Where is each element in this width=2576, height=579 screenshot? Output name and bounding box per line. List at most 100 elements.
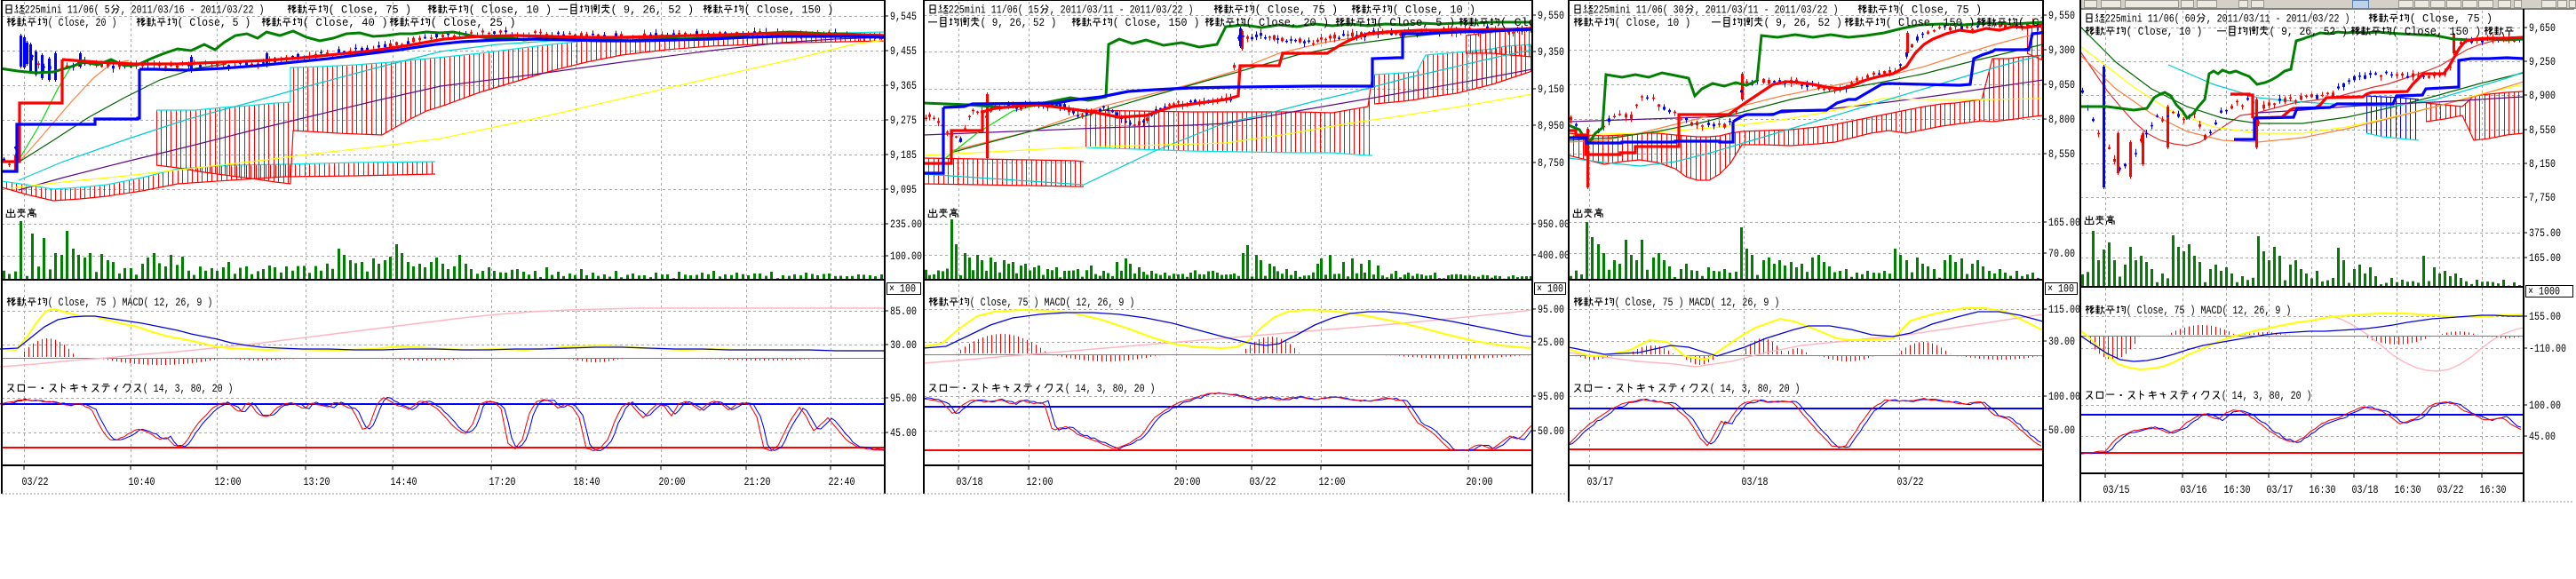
svg-text:( Close, 10 ): ( Close, 10 ) — [469, 3, 553, 17]
svg-text:95.00: 95.00 — [1538, 390, 1564, 404]
svg-text:100.00: 100.00 — [2529, 399, 2561, 413]
svg-text:8,900: 8,900 — [2529, 89, 2556, 103]
svg-text:95.00: 95.00 — [1538, 303, 1564, 317]
svg-text:8,150: 8,150 — [2529, 157, 2556, 171]
svg-text:( 9, 26, 52 ): ( 9, 26, 52 ) — [981, 16, 1057, 29]
svg-text:8,550: 8,550 — [2529, 123, 2556, 138]
svg-text:× 1000: × 1000 — [2528, 284, 2560, 298]
svg-text:165.00: 165.00 — [2529, 251, 2561, 266]
svg-text:( Close, 5 ): ( Close, 5 ) — [1377, 16, 1456, 30]
svg-text:70.00: 70.00 — [2048, 247, 2075, 261]
svg-text:30.00: 30.00 — [890, 338, 917, 353]
svg-text:16:30: 16:30 — [2224, 483, 2251, 497]
svg-text:45.00: 45.00 — [2529, 430, 2556, 444]
svg-text:225mini 11/06( 5: 225mini 11/06( 5 — [25, 3, 110, 17]
svg-text:225mini 11/06( 30: 225mini 11/06( 30 — [1594, 3, 1684, 17]
svg-text:( Close, 75 ): ( Close, 75 ) — [1899, 3, 1983, 17]
svg-text:( Close, 150 ): ( Close, 150 ) — [1886, 15, 1976, 29]
svg-text:( Close, 20 ): ( Close, 20 ) — [1246, 15, 1330, 29]
svg-text:9,550: 9,550 — [2048, 9, 2075, 23]
svg-text:17:20: 17:20 — [489, 475, 516, 489]
svg-text:, 2011/03/11 - 2011/03/22 ): , 2011/03/11 - 2011/03/22 ) — [1050, 3, 1194, 17]
svg-text:115.00: 115.00 — [2048, 303, 2080, 317]
svg-text:03/17: 03/17 — [1587, 475, 1614, 489]
svg-text:21:20: 21:20 — [744, 475, 771, 489]
svg-text:10:40: 10:40 — [129, 475, 155, 489]
svg-text:( 14, 3, 80, 20 ): ( 14, 3, 80, 20 ) — [143, 382, 234, 396]
svg-text:95.00: 95.00 — [890, 392, 917, 406]
svg-text:( Close, 5: ( Close, 5 — [1500, 17, 1571, 30]
svg-text:03/22: 03/22 — [22, 475, 49, 489]
svg-text:9,275: 9,275 — [890, 114, 917, 128]
svg-text:( Close, 75 ): ( Close, 75 ) — [2410, 12, 2493, 26]
svg-text:12:00: 12:00 — [215, 475, 242, 489]
svg-text:13:20: 13:20 — [304, 475, 330, 489]
svg-text:14:40: 14:40 — [391, 475, 417, 489]
svg-text:375.00: 375.00 — [2529, 226, 2561, 241]
svg-text:-110.00: -110.00 — [2529, 342, 2566, 356]
svg-text:03/18: 03/18 — [1742, 475, 1769, 489]
svg-text:8,800: 8,800 — [2048, 113, 2075, 127]
svg-text:( 9, 26, 52 ): ( 9, 26, 52 ) — [2270, 25, 2348, 38]
svg-text:( Close, 10 ): ( Close, 10 ) — [1393, 3, 1476, 17]
svg-text:( Close, 10 ): ( Close, 10 ) — [1615, 16, 1691, 29]
svg-text:155.00: 155.00 — [2529, 310, 2561, 324]
svg-text:16:30: 16:30 — [2310, 483, 2336, 497]
svg-text:8,550: 8,550 — [2048, 147, 2075, 162]
svg-text:9,095: 9,095 — [890, 183, 917, 197]
svg-text:( Close, 150 ): ( Close, 150 ) — [744, 3, 834, 17]
svg-text:7,750: 7,750 — [2529, 191, 2556, 205]
svg-text:× 100: × 100 — [1537, 282, 1563, 296]
svg-text:20:00: 20:00 — [659, 475, 686, 489]
svg-text:100.00: 100.00 — [890, 250, 922, 264]
svg-text:50.00: 50.00 — [2048, 424, 2075, 438]
svg-text:9,455: 9,455 — [890, 44, 917, 59]
svg-text:03/16: 03/16 — [2181, 483, 2207, 497]
svg-text:20:00: 20:00 — [1467, 475, 1493, 489]
svg-text:9,365: 9,365 — [890, 79, 917, 93]
svg-text:( 14, 3, 80, 20 ): ( 14, 3, 80, 20 ) — [1710, 382, 1801, 396]
svg-text:16:30: 16:30 — [2480, 483, 2507, 497]
svg-text:16:30: 16:30 — [2395, 483, 2421, 497]
svg-text:( Close, 20 ): ( Close, 20 ) — [48, 16, 117, 30]
svg-text:12:00: 12:00 — [1319, 475, 1346, 489]
svg-text:50.00: 50.00 — [1538, 424, 1564, 439]
svg-text:9,550: 9,550 — [1538, 9, 1564, 23]
svg-text:20:00: 20:00 — [1174, 475, 1201, 489]
svg-text:8,750: 8,750 — [1538, 156, 1564, 171]
svg-text:03/18: 03/18 — [2352, 483, 2379, 497]
svg-text:( Close, 75 ) MACD( 12, 26,: ( Close, 75 ) MACD( 12, 26, 9 ) — [2127, 304, 2292, 318]
svg-text:9,300: 9,300 — [2048, 44, 2075, 58]
svg-text:( Close, 150 ): ( Close, 150 ) — [2392, 24, 2482, 38]
svg-text:× 100: × 100 — [2047, 282, 2074, 296]
svg-text:( Close, 75 ) MACD( 12, 26,: ( Close, 75 ) MACD( 12, 26, 9 ) — [48, 296, 213, 310]
svg-text:× 100: × 100 — [889, 282, 916, 296]
svg-text:03/22: 03/22 — [2437, 483, 2464, 497]
svg-text:( Close, 75 ): ( Close, 75 ) — [1255, 3, 1339, 17]
svg-text:( 14, 3, 80, 20 ): ( 14, 3, 80, 20 ) — [2222, 389, 2312, 403]
svg-text:9,650: 9,650 — [2529, 21, 2556, 36]
svg-text:9,050: 9,050 — [2048, 78, 2075, 92]
svg-text:8,950: 8,950 — [1538, 119, 1564, 133]
svg-text:( Close, 150 ): ( Close, 150 ) — [1113, 16, 1200, 29]
svg-text:9,250: 9,250 — [2529, 55, 2556, 69]
svg-text:950.00: 950.00 — [1538, 218, 1570, 232]
svg-text:03/17: 03/17 — [2267, 483, 2294, 497]
svg-text:9,185: 9,185 — [890, 148, 917, 163]
svg-text:( Close, 10 ): ( Close, 10 ) — [2127, 25, 2203, 38]
svg-text:45.00: 45.00 — [890, 426, 917, 440]
svg-text:9,350: 9,350 — [1538, 45, 1564, 59]
svg-text:( Close, 25 ): ( Close, 25 ) — [431, 16, 516, 30]
svg-text:, 2011/03/16 - 2011/03/22 ): , 2011/03/16 - 2011/03/22 ) — [121, 3, 265, 17]
svg-text:( 9, 26, 52 ): ( 9, 26, 52 ) — [1764, 16, 1842, 29]
svg-text:03/15: 03/15 — [2103, 483, 2130, 497]
svg-text:( Close, 75 ): ( Close, 75 ) — [329, 3, 412, 17]
svg-text:85.00: 85.00 — [890, 305, 917, 319]
svg-text:( Close, 5 ): ( Close, 5 ) — [178, 16, 251, 29]
svg-text:12:00: 12:00 — [1027, 475, 1053, 489]
svg-text:22:40: 22:40 — [829, 475, 855, 489]
svg-text:30.00: 30.00 — [2048, 335, 2075, 349]
svg-text:9,150: 9,150 — [1538, 83, 1564, 97]
svg-text:( 9, 26, 52 ): ( 9, 26, 52 ) — [611, 3, 695, 17]
svg-text:03/18: 03/18 — [957, 475, 983, 489]
